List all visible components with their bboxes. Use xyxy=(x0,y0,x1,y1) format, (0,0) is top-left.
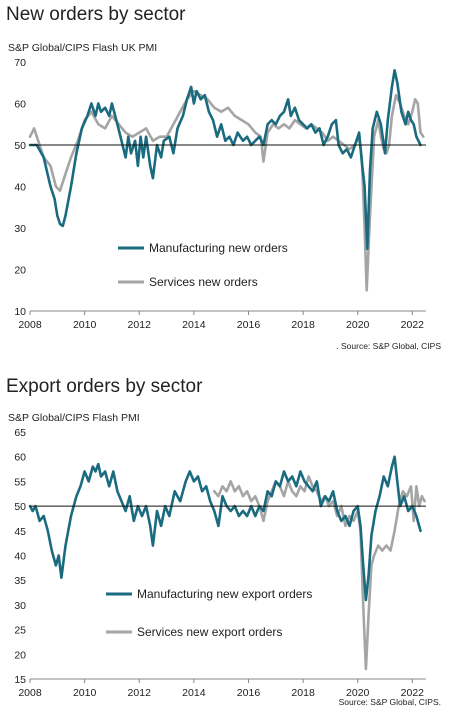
x-tick-label: 2018 xyxy=(291,687,315,699)
x-tick-label: 2014 xyxy=(182,687,206,699)
x-tick-label: 2012 xyxy=(128,319,152,331)
y-tick-label: 45 xyxy=(14,526,26,538)
x-tick-label: 2014 xyxy=(182,319,206,331)
chart-title: New orders by sector xyxy=(6,4,186,25)
x-tick-label: 2022 xyxy=(401,687,425,699)
x-tick-label: 2016 xyxy=(237,687,261,699)
chart-subtitle: S&P Global/CIPS Flash PMI xyxy=(8,412,140,424)
legend-label: Manufacturing new orders xyxy=(149,241,288,255)
y-tick-label: 55 xyxy=(14,476,26,488)
y-tick-label: 25 xyxy=(14,625,26,637)
series-line-manufacturing xyxy=(28,69,422,251)
x-tick-label: 2008 xyxy=(18,687,42,699)
series-line-manufacturing xyxy=(28,455,422,602)
chart-source: . Source: S&P Global, CIPS xyxy=(336,341,441,351)
x-tick-label: 2016 xyxy=(237,319,261,331)
y-tick-label: 50 xyxy=(14,501,26,513)
x-tick-label: 2008 xyxy=(18,319,42,331)
y-tick-label: 10 xyxy=(14,306,26,318)
new-orders-line-chart: 10 20 30 40 50 60 70 2008 2010 2012 2014 2016 2018 20… xyxy=(14,57,426,331)
y-tick-label: 40 xyxy=(14,182,26,194)
y-tick-label: 30 xyxy=(14,223,26,235)
y-tick-label: 15 xyxy=(14,674,26,686)
x-tick-label: 2020 xyxy=(346,687,370,699)
legend-label: Manufacturing new export orders xyxy=(137,587,312,601)
chart-title: Export orders by sector xyxy=(6,376,203,397)
y-tick-label: 60 xyxy=(14,99,26,111)
legend-label: Services new export orders xyxy=(137,625,282,639)
x-tick-label: 2012 xyxy=(128,687,152,699)
legend-label: Services new orders xyxy=(149,275,258,289)
x-tick-label: 2010 xyxy=(73,319,97,331)
y-tick-label: 20 xyxy=(14,649,26,661)
y-tick-label: 20 xyxy=(14,265,26,277)
series-line-services xyxy=(213,475,426,671)
y-tick-label: 65 xyxy=(14,427,26,439)
y-tick-label: 40 xyxy=(14,551,26,563)
x-tick-label: 2010 xyxy=(73,687,97,699)
x-tick-label: 2018 xyxy=(291,319,315,331)
chart-subtitle: S&P Global/CIPS Flash UK PMI xyxy=(8,42,158,54)
x-tick-label: 2022 xyxy=(401,319,425,331)
y-tick-label: 30 xyxy=(14,600,26,612)
chart-source: Source: S&P Global, CIPS. xyxy=(338,697,441,707)
chart-panel-new-orders: New orders by sector S&P Global/CIPS Fla… xyxy=(6,4,441,351)
y-tick-label: 60 xyxy=(14,452,26,464)
y-tick-label: 35 xyxy=(14,575,26,587)
y-tick-label: 70 xyxy=(14,57,26,69)
y-tick-label: 50 xyxy=(14,140,26,152)
x-tick-label: 2020 xyxy=(346,319,370,331)
